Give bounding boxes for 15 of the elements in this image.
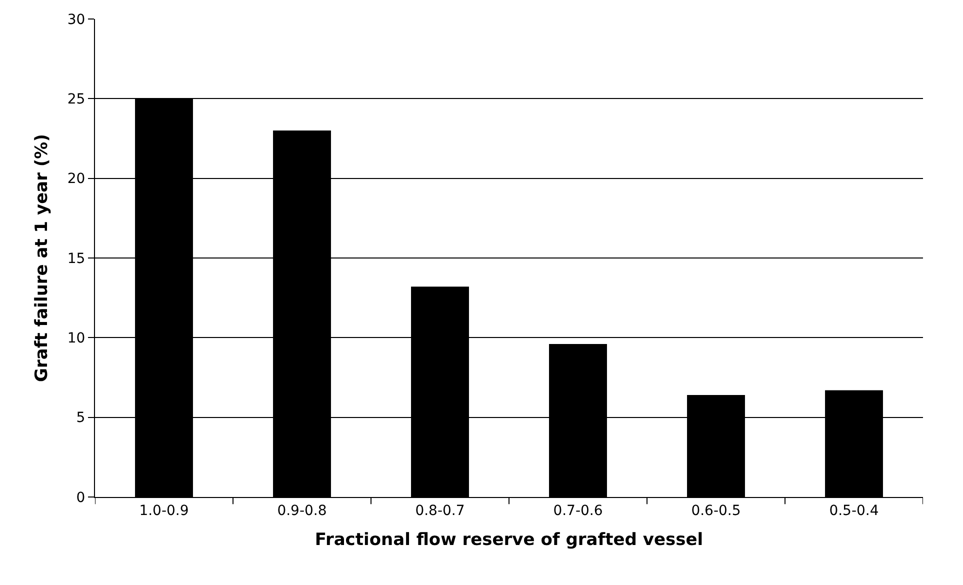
y-tick-label: 15: [67, 250, 86, 267]
x-tick-label: 0.5-0.4: [829, 502, 879, 519]
x-tick-label: 0.6-0.5: [691, 502, 741, 519]
y-tick-label: 25: [67, 92, 86, 108]
x-tick-label: 0.9-0.8: [277, 502, 327, 519]
x-tick-label: 0.7-0.6: [553, 502, 603, 519]
y-tick-label: 30: [67, 12, 86, 28]
x-tick-label: 0.8-0.7: [415, 502, 465, 519]
x-axis-title: Fractional flow reserve of grafted vessel: [314, 530, 704, 550]
y-tick-label: 20: [67, 171, 86, 188]
y-tick-label: 10: [67, 330, 86, 347]
y-axis-title: Graft failure at 1 year (%): [32, 134, 52, 382]
y-tick-label: 5: [76, 410, 86, 426]
x-tick-label: 1.0-0.9: [139, 502, 189, 519]
y-tick-label: 0: [76, 490, 86, 506]
